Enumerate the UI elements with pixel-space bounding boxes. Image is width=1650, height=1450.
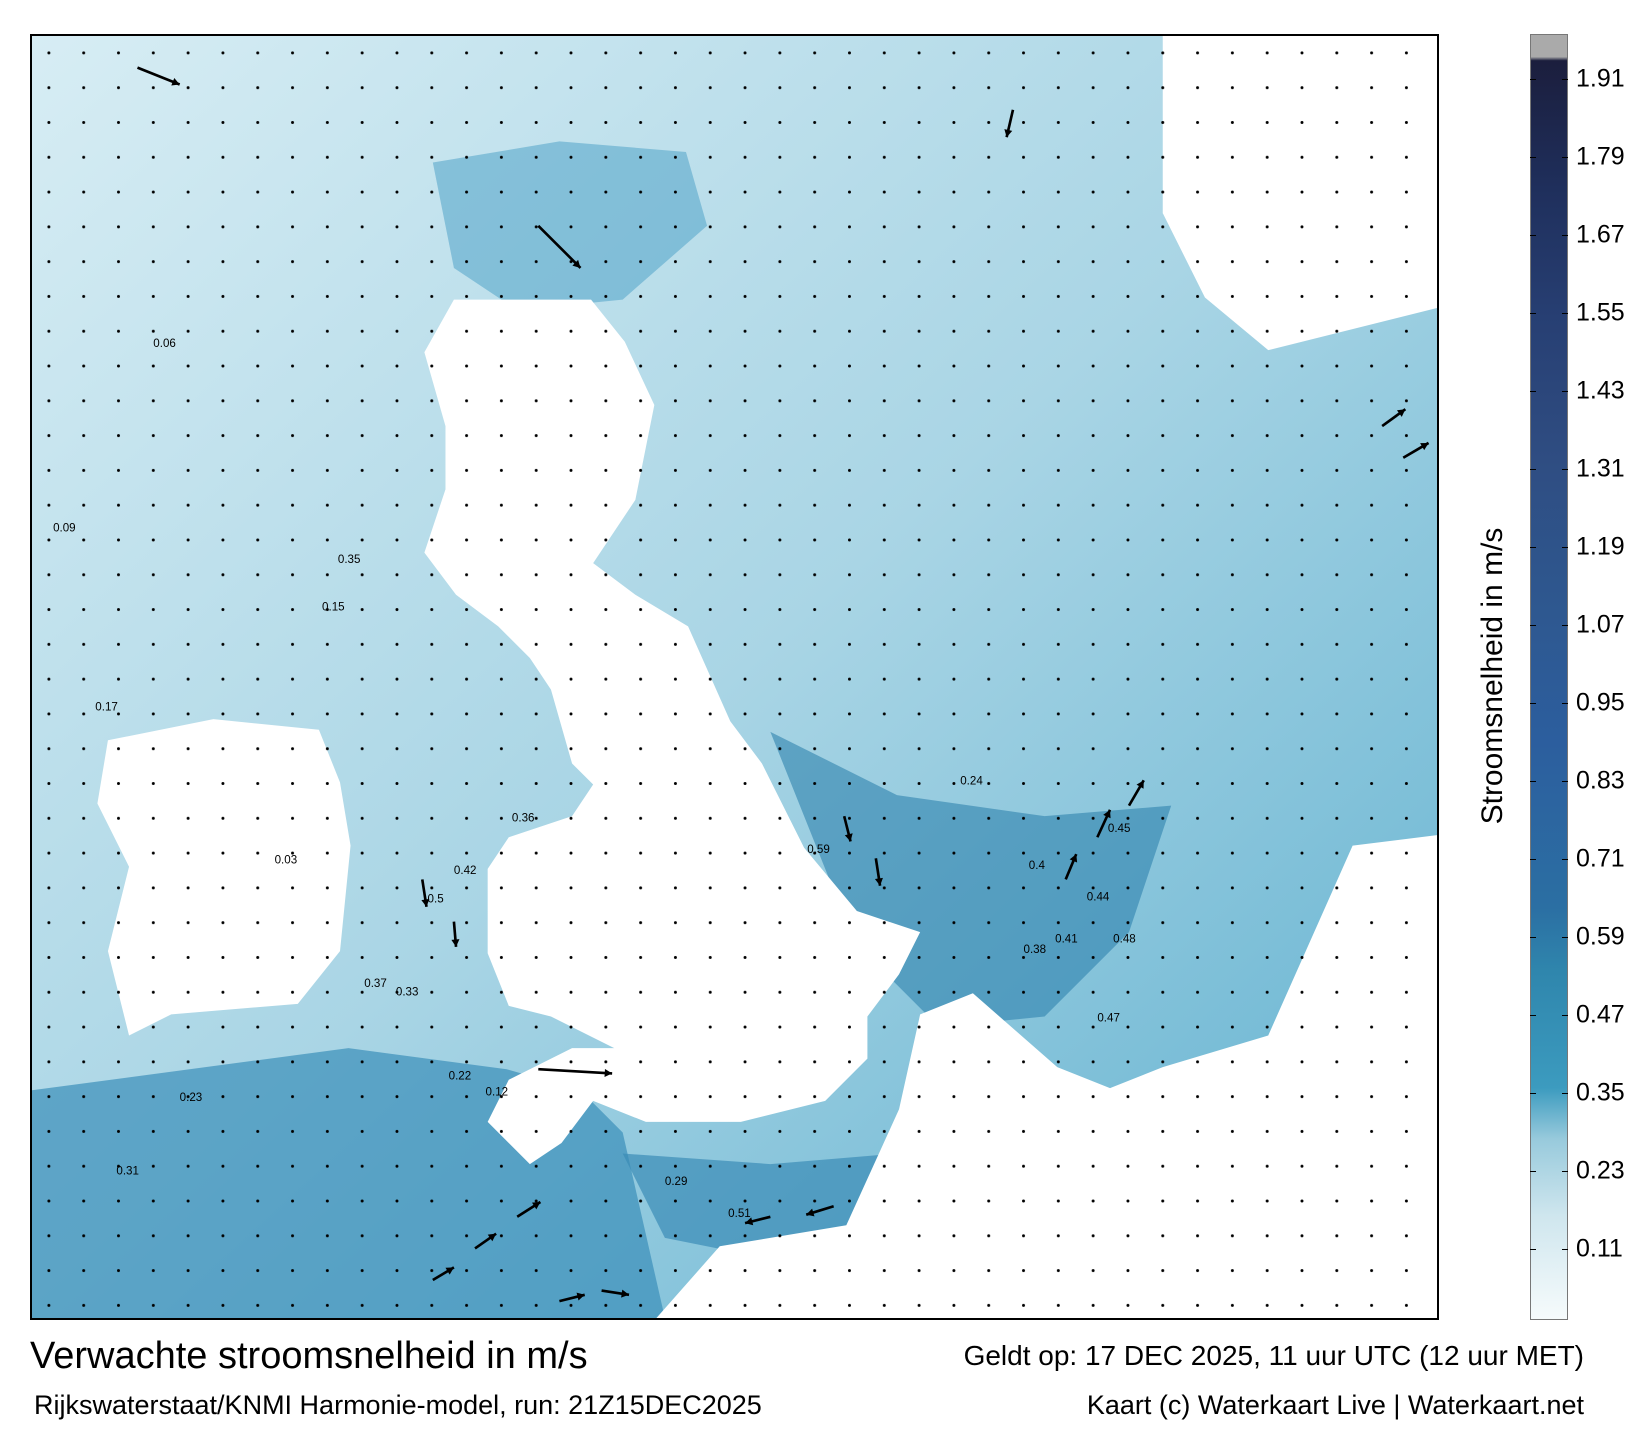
speed-label: 0.36 (512, 812, 535, 824)
speed-label: 0.4 (1029, 860, 1046, 872)
arrow-head (1004, 129, 1013, 138)
speed-label: 0.33 (396, 986, 419, 998)
arrow-head (1396, 409, 1406, 417)
arrow-head (604, 1068, 613, 1078)
colorbar-tick-label: 1.91 (1576, 64, 1625, 93)
colorbar-tick-label: 0.83 (1576, 766, 1625, 795)
colorbar-tick-label: 0.23 (1576, 1156, 1625, 1185)
colorbar-tick-label: 0.59 (1576, 922, 1625, 951)
speed-label: 0.23 (180, 1092, 203, 1104)
current-arrows (136, 66, 1430, 1303)
arrow-head (451, 939, 460, 947)
speed-label: 0.48 (1113, 934, 1136, 946)
colorbar-label: Stroomsnelheid in m/s (1476, 527, 1509, 825)
speed-label: 0.51 (728, 1208, 751, 1220)
colorbar-tick-label: 0.71 (1576, 844, 1625, 873)
current-arrow (136, 66, 181, 86)
colorbar-tick-mark (1530, 858, 1568, 860)
speed-label: 0.45 (1108, 823, 1131, 835)
colorbar-tick-mark (1530, 936, 1568, 938)
colorbar-tick-mark (1530, 235, 1568, 237)
speed-label: 0.38 (1024, 944, 1047, 956)
map-title: Verwachte stroomsnelheid in m/s (30, 1335, 588, 1377)
colorbar-tick-mark (1530, 1248, 1568, 1250)
colorbar-tick-label: 1.19 (1576, 532, 1625, 561)
speed-label: 0.06 (153, 338, 176, 350)
colorbar-tick-label: 0.11 (1576, 1234, 1623, 1263)
colorbar-tick-mark (1530, 547, 1568, 549)
speed-label: 0.17 (95, 702, 118, 714)
current-speed-map: 0.45 0.38 0.41 0.5 0.33 0.48 0.44 0.36 0.59 0.42 0… (30, 34, 1439, 1320)
arrow-head (874, 877, 883, 886)
colorbar-tick-mark (1530, 1014, 1568, 1016)
colorbar-tick-mark (1530, 702, 1568, 704)
arrow-head (1069, 854, 1078, 863)
colorbar-tick-mark (1530, 780, 1568, 782)
valid-time: Geldt op: 17 DEC 2025, 11 uur UTC (12 uu… (963, 1340, 1584, 1371)
speed-labels: 0.45 0.38 0.41 0.5 0.33 0.48 0.44 0.36 0.59 0.42 0… (53, 338, 1136, 1220)
speed-label: 0.12 (486, 1087, 509, 1099)
arrow-head (1420, 442, 1429, 451)
colorbar-tick-mark (1530, 313, 1568, 315)
colorbar-tick-label: 1.67 (1576, 220, 1625, 249)
current-arrow (537, 224, 582, 269)
colorbar (1530, 34, 1568, 1320)
arrow-head (487, 1233, 497, 1242)
speed-label: 0.09 (53, 523, 76, 535)
arrow-head (1103, 809, 1111, 819)
colorbar-tick-label: 1.43 (1576, 376, 1625, 405)
map-canvas: 0.45 0.38 0.41 0.5 0.33 0.48 0.44 0.36 0.59 0.42 0… (32, 36, 1437, 1318)
arrow-head (572, 259, 581, 268)
speed-label: 0.31 (116, 1166, 139, 1178)
colorbar-tick-mark (1530, 157, 1568, 159)
speed-label: 0.22 (449, 1071, 472, 1083)
speed-label: 0.5 (428, 894, 444, 906)
speed-label: 0.59 (807, 844, 830, 856)
colorbar-tick-mark (1530, 79, 1568, 81)
current-arrow (538, 1067, 613, 1075)
speed-label: 0.44 (1087, 892, 1110, 904)
colorbar-tick-mark (1530, 391, 1568, 393)
speed-label: 0.42 (454, 865, 477, 877)
speed-label: 0.03 (275, 855, 298, 867)
speed-label: 0.37 (364, 978, 387, 990)
current-vector-grid (32, 36, 1437, 1318)
arrow-head (531, 1202, 541, 1210)
colorbar-tick-label: 1.55 (1576, 298, 1625, 327)
speed-label: 0.41 (1055, 934, 1078, 946)
speed-label: 0.24 (960, 776, 983, 788)
speed-label: 0.47 (1097, 1013, 1120, 1025)
colorbar-tick-mark (1530, 1092, 1568, 1094)
arrow-head (621, 1289, 630, 1298)
model-source: Rijkswaterstaat/KNMI Harmonie-model, run… (34, 1390, 762, 1420)
colorbar-tick-label: 1.31 (1576, 454, 1625, 483)
arrow-head (745, 1217, 754, 1226)
arrow-head (445, 1267, 454, 1275)
speed-label: 0.15 (322, 602, 345, 614)
colorbar-tick-mark (1530, 1170, 1568, 1172)
arrow-head (1136, 780, 1144, 789)
colorbar-tick-label: 0.35 (1576, 1078, 1625, 1107)
speed-label: 0.35 (338, 554, 361, 566)
arrow-head (421, 898, 430, 907)
arrow-head (806, 1208, 815, 1217)
colorbar-tick-label: 0.95 (1576, 688, 1625, 717)
arrow-head (576, 1292, 585, 1301)
colorbar-tick-label: 1.07 (1576, 610, 1625, 639)
speed-label: 0.29 (665, 1176, 688, 1188)
arrow-head (171, 77, 180, 86)
colorbar-tick-mark (1530, 469, 1568, 471)
colorbar-tick-label: 0.47 (1576, 1000, 1625, 1029)
colorbar-tick-mark (1530, 625, 1568, 627)
arrow-head (844, 833, 853, 842)
map-credit: Kaart (c) Waterkaart Live | Waterkaart.n… (1086, 1390, 1584, 1420)
colorbar-tick-label: 1.79 (1576, 142, 1625, 171)
